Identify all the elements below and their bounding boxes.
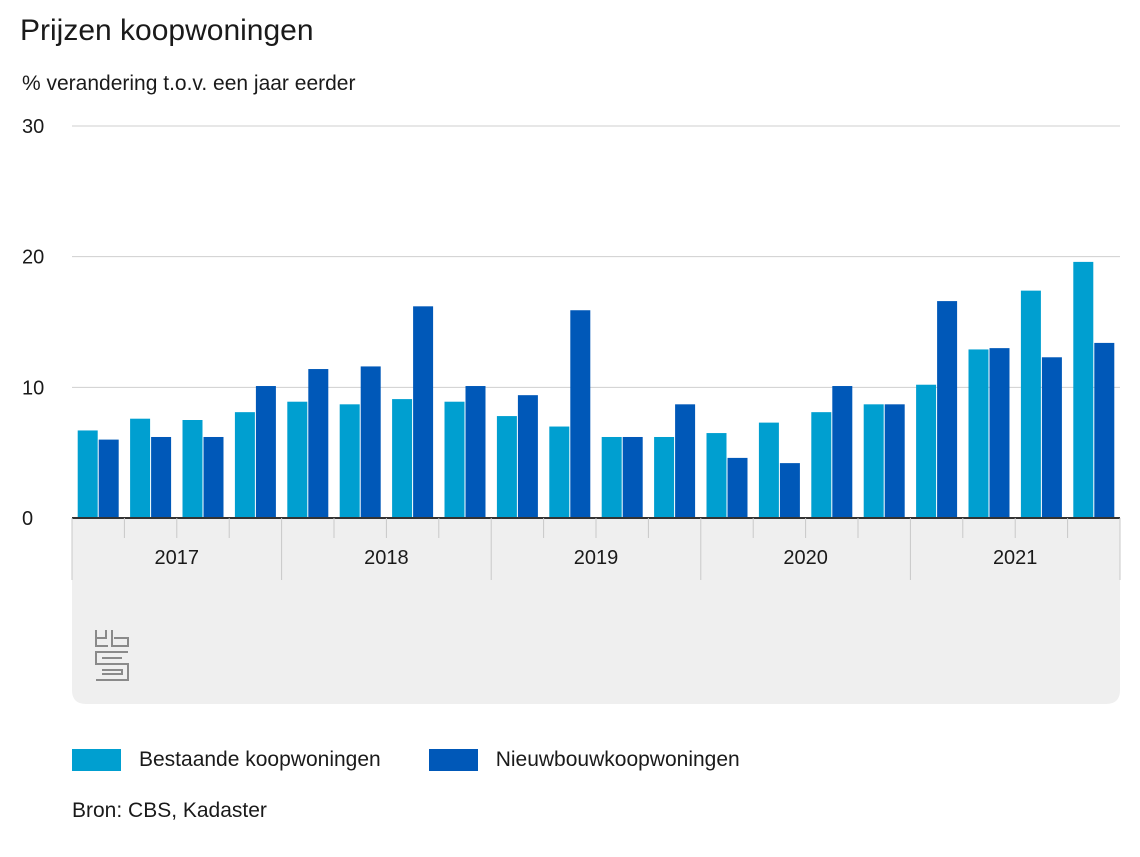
x-tick-label: 2017 <box>155 547 200 569</box>
bar-nieuwbouw <box>413 306 434 518</box>
bar-bestaande <box>130 418 151 518</box>
x-axis-band <box>72 518 1120 704</box>
bar-nieuwbouw <box>675 404 696 518</box>
bar-bestaande <box>601 436 622 518</box>
x-tick-label: 2019 <box>574 547 619 569</box>
bar-nieuwbouw <box>517 395 538 518</box>
y-tick-label: 30 <box>22 116 44 138</box>
legend-swatch-nieuwbouw <box>428 749 478 771</box>
bar-bestaande <box>549 426 570 518</box>
bar-bestaande <box>496 416 517 518</box>
bar-bestaande <box>863 404 884 518</box>
x-tick-label: 2018 <box>364 547 409 569</box>
bar-nieuwbouw <box>465 386 486 518</box>
bar-bestaande <box>654 436 675 518</box>
bar-nieuwbouw <box>98 439 119 518</box>
bar-chart: 30 20 10 0 2017 2018 2019 2020 2021 <box>22 116 1121 704</box>
legend-label-nieuwbouw: Nieuwbouwkoopwoningen <box>495 748 740 771</box>
bar-nieuwbouw <box>832 386 853 518</box>
bar-bestaande <box>444 401 465 518</box>
bar-nieuwbouw <box>779 463 800 518</box>
bar-nieuwbouw <box>203 436 224 518</box>
legend-item-nieuwbouw: Nieuwbouwkoopwoningen <box>428 748 740 772</box>
bar-nieuwbouw <box>1094 342 1115 518</box>
y-tick-label: 10 <box>22 377 44 399</box>
y-tick-label: 0 <box>22 508 33 530</box>
bar-bestaande <box>1020 290 1041 518</box>
legend-label-bestaande: Bestaande koopwoningen <box>139 748 381 771</box>
chart-subtitle: % verandering t.o.v. een jaar eerder <box>22 72 356 95</box>
bar-bestaande <box>811 412 832 518</box>
cbs-logo <box>92 626 132 687</box>
bar-bestaande <box>182 420 203 518</box>
legend-item-bestaande: Bestaande koopwoningen <box>72 748 381 772</box>
bar-bestaande <box>392 399 413 518</box>
bar-nieuwbouw <box>151 436 172 518</box>
bar-nieuwbouw <box>622 436 643 518</box>
bar-bestaande <box>706 433 727 518</box>
bar-bestaande <box>339 404 360 518</box>
y-tick-label: 20 <box>22 247 44 269</box>
bar-bestaande <box>234 412 255 518</box>
bar-nieuwbouw <box>989 348 1010 518</box>
bar-bestaande <box>1073 261 1094 518</box>
bar-nieuwbouw <box>308 369 329 518</box>
bar-nieuwbouw <box>884 404 905 518</box>
bar-nieuwbouw <box>727 457 748 518</box>
bar-nieuwbouw <box>360 366 381 518</box>
bar-nieuwbouw <box>255 386 276 518</box>
x-tick-label: 2021 <box>993 547 1038 569</box>
bar-bestaande <box>77 430 98 518</box>
source-note: Bron: CBS, Kadaster <box>72 799 267 822</box>
bar-nieuwbouw <box>1041 357 1062 518</box>
x-tick-label: 2020 <box>783 547 828 569</box>
bar-bestaande <box>916 384 937 518</box>
legend: Bestaande koopwoningen Nieuwbouwkoopwoni… <box>72 748 788 772</box>
bar-nieuwbouw <box>570 310 591 518</box>
bar-bestaande <box>758 422 779 518</box>
chart-title: Prijzen koopwoningen <box>20 14 314 47</box>
bar-nieuwbouw <box>937 301 958 518</box>
bar-bestaande <box>287 401 308 518</box>
bar-bestaande <box>968 349 989 518</box>
legend-swatch-bestaande <box>72 749 121 771</box>
